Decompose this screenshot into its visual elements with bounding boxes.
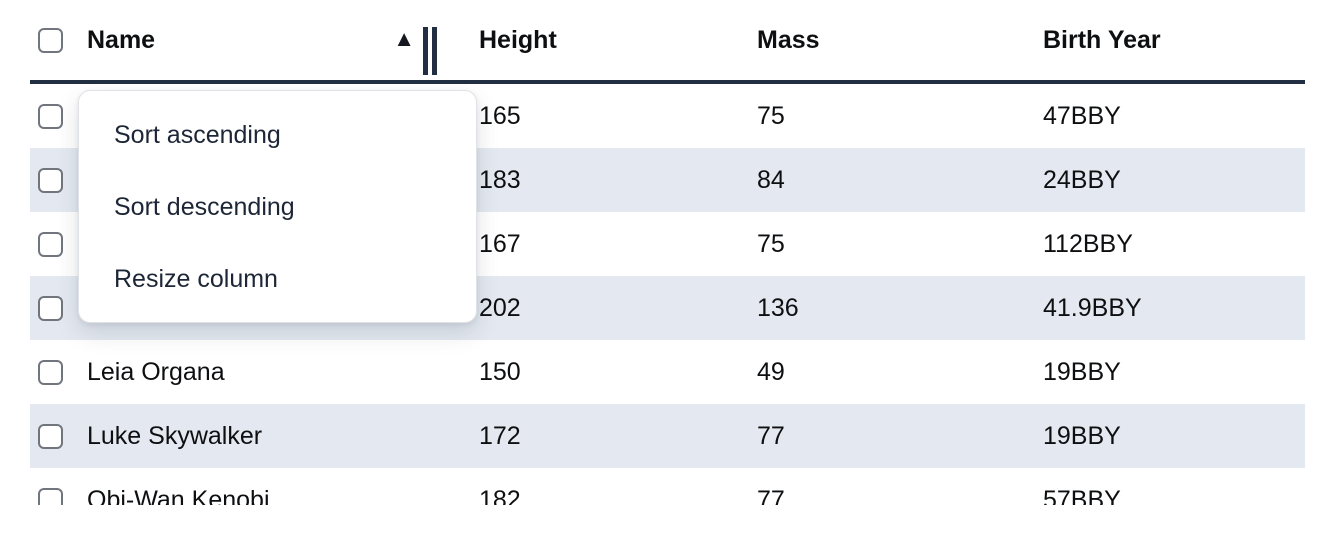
cell-height: 202 — [479, 293, 521, 322]
cell-name: Leia Organa — [87, 357, 225, 386]
column-resizer-handle[interactable] — [423, 27, 437, 75]
cell-height: 172 — [479, 421, 521, 450]
row-checkbox-cell — [30, 359, 70, 385]
row-checkbox[interactable] — [38, 167, 63, 193]
row-checkbox[interactable] — [38, 423, 63, 449]
cell-height: 183 — [479, 165, 521, 194]
row-checkbox[interactable] — [38, 103, 63, 129]
table-row[interactable]: Leia Organa 150 49 19BBY — [30, 340, 1305, 404]
column-header-birth-year[interactable]: Birth Year — [1043, 25, 1161, 54]
menu-item-sort-descending[interactable]: Sort descending — [114, 192, 295, 221]
column-header-name[interactable]: Name ▲ — [70, 0, 460, 80]
cell-mass: 75 — [757, 229, 785, 258]
row-checkbox[interactable] — [38, 295, 63, 321]
menu-item-resize-column[interactable]: Resize column — [114, 264, 278, 293]
cell-birth-year: 19BBY — [1043, 357, 1121, 386]
select-all-checkbox[interactable] — [38, 27, 63, 53]
sort-ascending-icon: ▲ — [393, 26, 415, 52]
row-checkbox-cell — [30, 231, 70, 257]
table-row[interactable]: 165 75 47BBY — [30, 84, 1305, 148]
cell-birth-year: 112BBY — [1043, 229, 1133, 258]
cell-name: Luke Skywalker — [87, 421, 263, 450]
row-checkbox-cell — [30, 423, 70, 449]
cell-mass: 84 — [757, 165, 785, 194]
row-checkbox-cell — [30, 295, 70, 321]
cell-name: Obi-Wan Kenobi — [87, 485, 270, 506]
table-row[interactable]: Obi-Wan Kenobi 182 77 57BBY — [30, 468, 1305, 505]
row-checkbox-cell — [30, 103, 70, 129]
row-checkbox[interactable] — [38, 359, 63, 385]
cell-mass: 49 — [757, 357, 785, 386]
cell-mass: 77 — [757, 421, 785, 450]
table-header-row: Name ▲ Height Mass Birth Year — [30, 0, 1305, 84]
row-checkbox-cell — [30, 167, 70, 193]
cell-mass: 77 — [757, 485, 785, 506]
cell-height: 150 — [479, 357, 521, 386]
menu-item-sort-ascending[interactable]: Sort ascending — [114, 120, 281, 149]
column-context-menu: Sort ascending Sort descending Resize co… — [78, 90, 477, 323]
row-checkbox-cell — [30, 487, 70, 505]
cell-birth-year: 57BBY — [1043, 485, 1121, 506]
cell-birth-year: 47BBY — [1043, 101, 1121, 130]
cell-birth-year: 19BBY — [1043, 421, 1121, 450]
cell-mass: 75 — [757, 101, 785, 130]
cell-birth-year: 41.9BBY — [1043, 293, 1142, 322]
table-row[interactable]: 167 75 112BBY — [30, 212, 1305, 276]
select-all-cell — [30, 27, 70, 53]
table-body: 165 75 47BBY 183 84 24BBY 167 75 112BBY … — [30, 84, 1305, 505]
cell-birth-year: 24BBY — [1043, 165, 1121, 194]
table-row[interactable]: 202 136 41.9BBY — [30, 276, 1305, 340]
cell-height: 182 — [479, 485, 521, 506]
cell-height: 167 — [479, 229, 521, 258]
row-checkbox[interactable] — [38, 231, 63, 257]
row-checkbox[interactable] — [38, 487, 63, 505]
column-header-mass[interactable]: Mass — [757, 25, 820, 54]
cell-mass: 136 — [757, 293, 799, 322]
table-row[interactable]: Luke Skywalker 172 77 19BBY — [30, 404, 1305, 468]
cell-height: 165 — [479, 101, 521, 130]
column-header-name-label: Name — [87, 25, 156, 54]
data-table: Name ▲ Height Mass Birth Year 165 75 47B… — [30, 0, 1305, 505]
column-header-height[interactable]: Height — [479, 25, 557, 54]
